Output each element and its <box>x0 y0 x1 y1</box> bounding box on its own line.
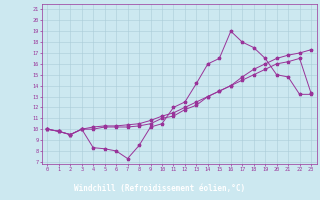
Text: Windchill (Refroidissement éolien,°C): Windchill (Refroidissement éolien,°C) <box>75 184 245 193</box>
